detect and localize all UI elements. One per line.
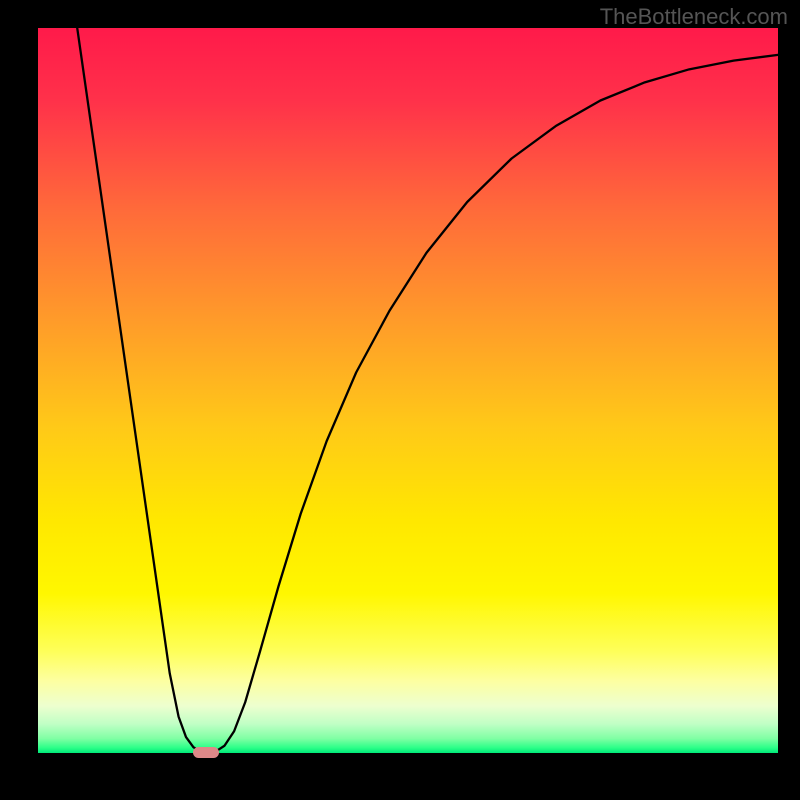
bottleneck-marker xyxy=(193,747,220,758)
curve-line xyxy=(38,28,778,753)
watermark-text: TheBottleneck.com xyxy=(600,4,788,30)
plot-area xyxy=(38,28,778,753)
